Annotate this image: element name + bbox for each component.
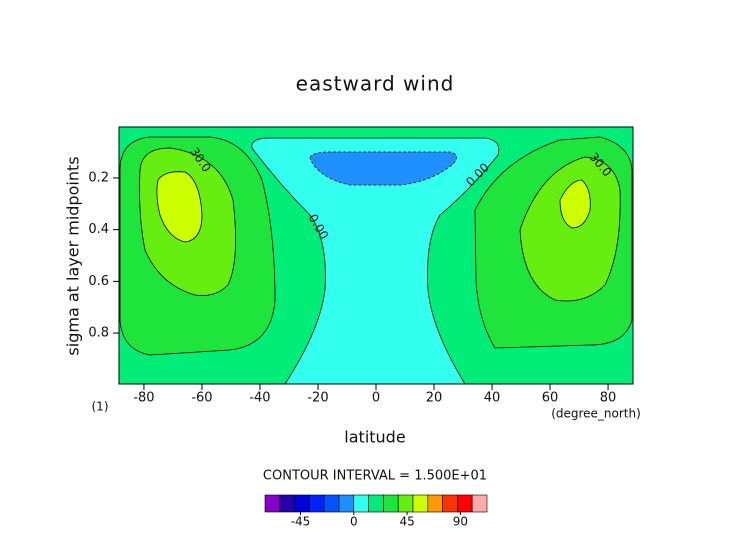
- colorbar-cell: [457, 494, 473, 513]
- contour-interval: CONTOUR INTERVAL = 1.500E+01: [263, 469, 487, 484]
- contour-region: [519, 156, 621, 302]
- colorbar-cell: [471, 494, 488, 513]
- contour-region: [251, 137, 500, 385]
- x-tick-label: 0: [372, 391, 380, 406]
- y-tick-label: 0.6: [88, 274, 109, 289]
- colorbar-cell: [264, 494, 281, 513]
- y-tick-label: 0.8: [88, 326, 109, 341]
- colorbar-cell: [338, 494, 355, 513]
- y-tick-label: 0.2: [88, 170, 109, 185]
- colorbar-tick-label: -45: [291, 515, 311, 529]
- x-tick-label: -80: [133, 391, 154, 406]
- x-unit: (degree_north): [551, 407, 641, 421]
- colorbar-cell: [294, 494, 310, 513]
- x-tick-label: 20: [426, 391, 443, 406]
- colorbar-cell: [397, 494, 414, 513]
- contour-field: [119, 127, 633, 385]
- colorbar-tick-label: 0: [350, 515, 358, 529]
- colorbar-cell: [383, 494, 399, 513]
- colorbar-cell: [323, 494, 340, 513]
- colorbar-cell: [427, 494, 443, 513]
- colorbar-tick-label: 90: [453, 515, 468, 529]
- x-tick-label: -60: [191, 391, 212, 406]
- x-tick-label: 80: [600, 391, 617, 406]
- x-tick-label: -40: [249, 391, 270, 406]
- colorbar-cell: [412, 494, 429, 513]
- contour-region: [156, 171, 203, 243]
- colorbar-cell: [279, 494, 295, 513]
- contour-region: [309, 151, 457, 186]
- chart-title: eastward wind: [296, 72, 455, 96]
- corner-note: (1): [92, 400, 109, 414]
- colorbar-cell: [309, 494, 325, 513]
- colorbar-tick-label: 45: [399, 515, 414, 529]
- colorbar-cell: [368, 494, 384, 513]
- colorbar-cell: [442, 494, 458, 513]
- contour-region: [559, 179, 591, 229]
- x-tick-label: 40: [484, 391, 501, 406]
- x-tick-label: 60: [542, 391, 559, 406]
- y-tick-label: 0.4: [88, 222, 109, 237]
- x-axis-label: latitude: [344, 428, 405, 447]
- x-tick-label: -20: [307, 391, 328, 406]
- y-axis-label: sigma at layer midpoints: [64, 156, 83, 355]
- colorbar-cell: [353, 494, 369, 513]
